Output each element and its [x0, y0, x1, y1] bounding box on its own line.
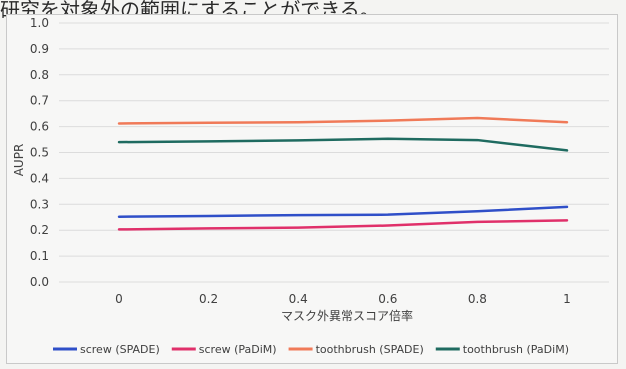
series-layer [117, 116, 569, 231]
y-tick-label: 0.2 [30, 223, 49, 237]
chart-frame: 0.0 0.1 0.2 0.3 0.4 0.5 0.6 0.7 0.8 0.9 1.0 0 0.2 0.… [6, 14, 618, 364]
y-tick-label: 0.3 [30, 197, 49, 211]
y-tick-label: 0.1 [30, 249, 49, 263]
legend-entry: screw (SPADE) [80, 343, 160, 356]
x-tick-label: 0.6 [378, 292, 397, 306]
x-axis-title: マスク外異常スコア倍率 [281, 308, 413, 323]
x-tick-label: 0 [115, 292, 123, 306]
series-line [117, 116, 569, 125]
x-tick-label: 0.8 [468, 292, 487, 306]
x-tick-label: 1 [563, 292, 571, 306]
y-tick-label: 0.0 [30, 275, 49, 289]
y-tick-labels: 0.0 0.1 0.2 0.3 0.4 0.5 0.6 0.7 0.8 0.9 1.0 [30, 16, 49, 289]
line-chart: 0.00.10.20.30.40.50.60.70.80.91.0 0 0.2 0.… [12, 16, 609, 356]
y-tick-label: 0.4 [30, 171, 49, 185]
y-tick-label: 0.9 [30, 42, 49, 56]
y-axis-title: AUPR [12, 144, 26, 177]
legend-entry: toothbrush (SPADE) [316, 343, 424, 356]
legend-entry: screw (PaDiM) [199, 343, 277, 356]
y-tick-label: 0.8 [30, 68, 49, 82]
y-tick-label: 0.5 [30, 146, 49, 160]
series-line [117, 205, 569, 218]
legend-entry: toothbrush (PaDiM) [463, 343, 569, 356]
x-tick-label: 0.2 [199, 292, 218, 306]
y-tick-label: 1.0 [30, 16, 49, 30]
series-line [117, 219, 569, 231]
series-line [117, 137, 569, 152]
grid-layer [59, 22, 609, 283]
y-tick-label: 0.7 [30, 94, 49, 108]
y-tick-label: 0.6 [30, 120, 49, 134]
legend: screw (SPADE) screw (PaDiM) toothbrush (SP… [53, 343, 569, 356]
x-tick-labels: 0 0.2 0.4 0.6 0.8 1 [115, 292, 571, 306]
x-tick-label: 0.4 [289, 292, 308, 306]
